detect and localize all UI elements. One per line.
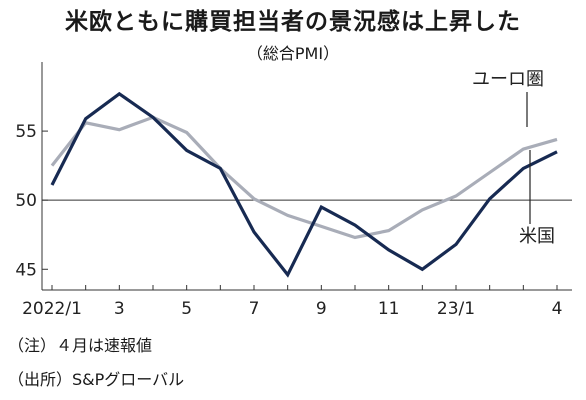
x-tick-label: 5: [181, 299, 192, 319]
footnote-preliminary: （注）４月は速報値: [8, 336, 153, 355]
legend-label-euro: ユーロ圏: [472, 69, 544, 90]
chart-subtitle: （総合PMI）: [246, 44, 340, 63]
x-tick-label: 4: [552, 299, 563, 319]
chart-title: 米欧ともに購買担当者の景況感は上昇した: [65, 9, 521, 35]
y-tick-label: 55: [15, 122, 37, 142]
x-tick-label: 23/1: [437, 299, 475, 319]
footnote-source: （出所）S&Pグローバル: [8, 370, 185, 389]
x-tick-label: 3: [114, 299, 125, 319]
series-euro-line: [50, 115, 558, 240]
x-tick-label: 11: [378, 299, 400, 319]
y-tick-label: 50: [15, 191, 37, 211]
series-us-line: [50, 91, 558, 278]
y-tick-label: 45: [15, 260, 37, 280]
x-tick-label: 9: [316, 299, 327, 319]
x-tick-label: 2022/1: [22, 299, 82, 319]
x-tick-label: 7: [249, 299, 260, 319]
legend-label-us: 米国: [519, 226, 555, 247]
